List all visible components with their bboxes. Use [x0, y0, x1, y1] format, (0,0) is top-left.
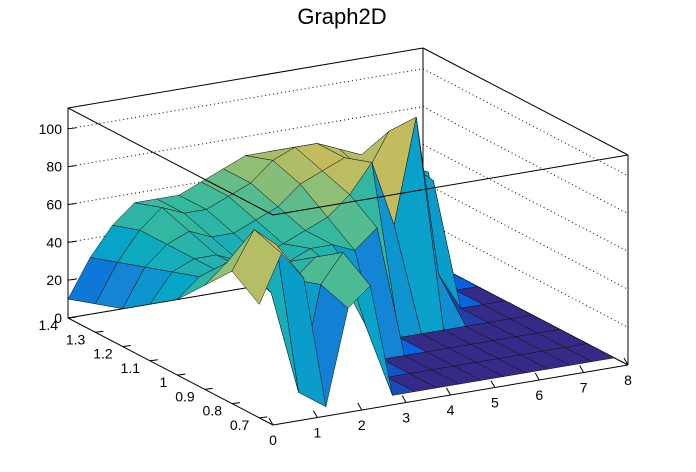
y-tick: [149, 359, 159, 362]
box-edge: [272, 154, 629, 216]
grid-line: [422, 106, 629, 215]
y-tick-label: 1.2: [93, 346, 113, 362]
y-tick: [95, 330, 104, 333]
x-tick: [268, 417, 274, 426]
grid-line: [422, 68, 629, 177]
x-tick: [579, 365, 585, 373]
y-tick-label: 0.9: [175, 388, 195, 404]
y-tick: [259, 416, 268, 419]
z-tick-label: 80: [46, 159, 62, 175]
grid-line: [422, 181, 629, 290]
y-axis: [67, 317, 274, 426]
grid-line: [422, 219, 629, 328]
y-tick: [177, 373, 186, 376]
x-tick: [312, 410, 318, 418]
y-tick: [67, 316, 77, 319]
z-tick-label: 20: [46, 272, 62, 288]
z-tick: [67, 240, 77, 243]
x-tick-label: 0: [269, 432, 277, 448]
z-tick-label: 60: [46, 196, 62, 212]
x-tick: [357, 402, 363, 411]
y-tick-label: 1.1: [121, 360, 141, 376]
chart-title: Graph2D: [297, 4, 386, 29]
x-tick: [446, 387, 451, 396]
x-tick-label: 6: [535, 387, 543, 403]
y-tick-label: 1: [160, 374, 168, 390]
x-tick-label: 1: [313, 425, 321, 441]
y-tick: [231, 402, 241, 405]
x-tick-label: 5: [491, 395, 499, 411]
y-tick-label: 0.7: [230, 417, 250, 433]
z-tick-label: 100: [39, 121, 63, 137]
x-tick-label: 4: [447, 402, 455, 418]
y-tick: [204, 387, 213, 390]
x-tick: [623, 357, 629, 366]
z-tick: [67, 278, 77, 281]
x-tick: [534, 372, 540, 381]
z-tick-label: 0: [54, 310, 62, 326]
grid-line: [67, 106, 424, 168]
y-tick-label: 1.4: [39, 317, 59, 333]
x-tick-label: 7: [580, 380, 588, 396]
x-tick: [401, 395, 407, 403]
box-edge: [67, 107, 274, 216]
z-tick: [67, 165, 77, 168]
z-tick: [67, 202, 77, 205]
grid-line: [422, 144, 629, 252]
y-tick-label: 0.8: [203, 403, 223, 419]
z-tick-label: 40: [46, 234, 62, 250]
x-tick-label: 3: [402, 410, 410, 426]
y-tick-label: 1.3: [66, 331, 86, 347]
grid-line: [67, 68, 424, 130]
surface-cell: [231, 229, 282, 305]
x-tick: [490, 380, 496, 388]
y-tick: [122, 345, 131, 348]
x-tick-label: 8: [624, 372, 632, 388]
box-edge: [422, 47, 629, 156]
z-tick: [67, 127, 77, 130]
box-edge: [67, 47, 424, 109]
x-tick-label: 2: [358, 417, 366, 433]
